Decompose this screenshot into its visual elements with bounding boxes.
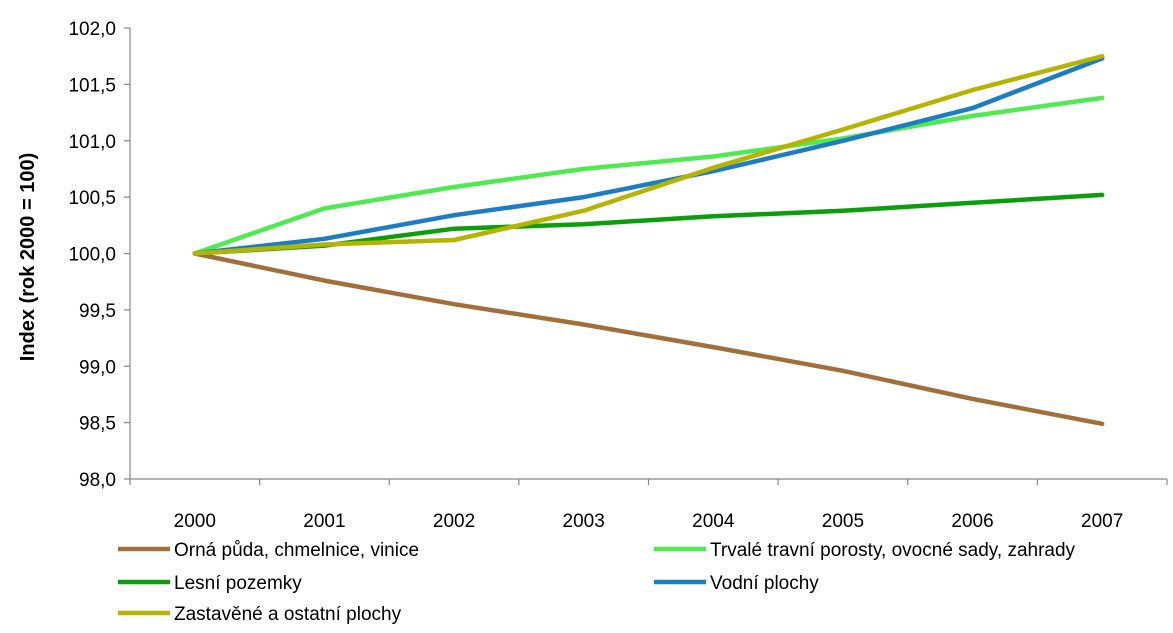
series-line-2 — [192, 95, 1105, 256]
y-tick-label: 100,5 — [68, 188, 116, 209]
y-tick-label: 98,0 — [79, 470, 116, 491]
y-tick-label: 101,0 — [68, 132, 116, 153]
series-line-1 — [192, 251, 1105, 427]
tick-labels: 98,0 98,5 99,0 99,5 100,0 100,5 101,0 101,5 102,… — [68, 19, 1123, 532]
x-tick-label: 2000 — [174, 511, 216, 532]
x-tick-label: 2001 — [303, 511, 345, 532]
x-tick-label: 2002 — [433, 511, 475, 532]
y-tick-label: 101,5 — [68, 75, 116, 96]
legend-label-3: Lesní pozemky — [174, 573, 302, 594]
series-line-5 — [192, 53, 1105, 256]
axes — [124, 27, 1168, 485]
y-tick-label: 98,5 — [79, 414, 116, 435]
y-tick-label: 99,0 — [79, 357, 116, 378]
legend-label-2: Trvalé travní porosty, ovocné sady, zahr… — [710, 540, 1076, 561]
y-tick-label: 100,0 — [68, 245, 116, 266]
legend: Orná půda, chmelnice, vinice Trvalé travn… — [118, 540, 1076, 625]
x-tick-label: 2003 — [563, 511, 605, 532]
legend-label-5: Zastavěné a ostatní plochy — [174, 604, 402, 625]
y-axis-label: Index (rok 2000 = 100) — [17, 153, 39, 361]
x-tick-label: 2006 — [951, 511, 993, 532]
series-lines — [192, 53, 1105, 427]
x-tick-label: 2005 — [822, 511, 864, 532]
x-tick-label: 2004 — [692, 511, 735, 532]
legend-label-4: Vodní plochy — [710, 573, 819, 594]
y-tick-label: 99,5 — [79, 301, 116, 322]
series-line-4 — [192, 56, 1105, 256]
x-tick-label: 2007 — [1081, 511, 1123, 532]
legend-label-1: Orná půda, chmelnice, vinice — [174, 540, 419, 561]
y-tick-label: 102,0 — [68, 19, 116, 40]
